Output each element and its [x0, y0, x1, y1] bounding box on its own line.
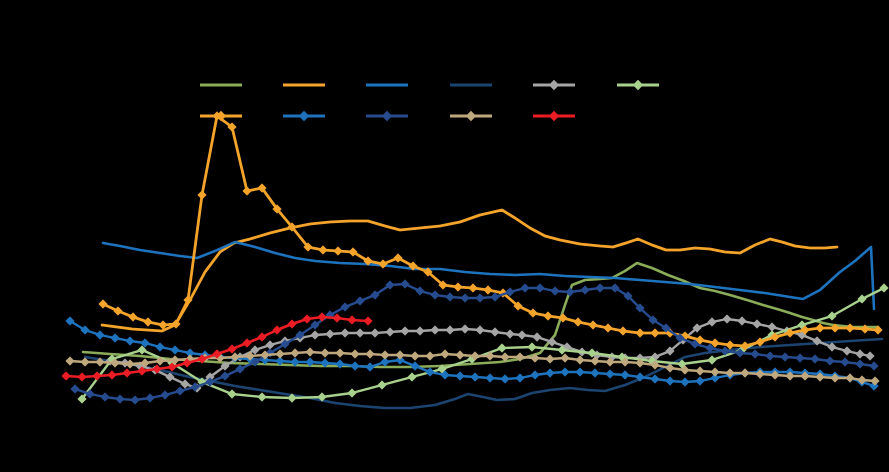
legend-swatch-marker-blue_dots	[298, 110, 310, 122]
legend-swatch-marker-tan_dots	[465, 110, 477, 122]
legend-item-tan_dots	[450, 110, 492, 122]
series-red_dots	[61, 312, 373, 382]
series-navy_line	[83, 337, 884, 410]
legend-swatch-marker-ltgreen_dots	[632, 79, 644, 91]
legend-swatch-marker-orange_dots	[215, 110, 227, 122]
series-navy_dots	[70, 279, 879, 405]
legend-item-blue_dots	[283, 110, 325, 122]
series-orange_line	[100, 208, 839, 333]
series-markers-orange_dots	[98, 111, 883, 351]
series-orange_dots	[98, 111, 883, 351]
legend-swatch-marker-red_dots	[548, 110, 560, 122]
series-markers-tan_dots	[65, 347, 880, 386]
legend-item-orange_dots	[200, 110, 242, 122]
legend-item-navy_dots	[366, 110, 408, 122]
series-markers-blue_dots	[65, 316, 879, 391]
legend-item-red_dots	[533, 110, 575, 122]
series-green_line	[81, 261, 880, 369]
series-blue_line	[101, 240, 876, 311]
series-markers-gray_dots	[105, 314, 875, 393]
legend-item-ltgreen_dots	[617, 79, 659, 91]
legend-item-gray_dots	[533, 79, 575, 91]
legend-swatch-marker-gray_dots	[548, 79, 560, 91]
legend-swatch-marker-navy_dots	[381, 110, 393, 122]
